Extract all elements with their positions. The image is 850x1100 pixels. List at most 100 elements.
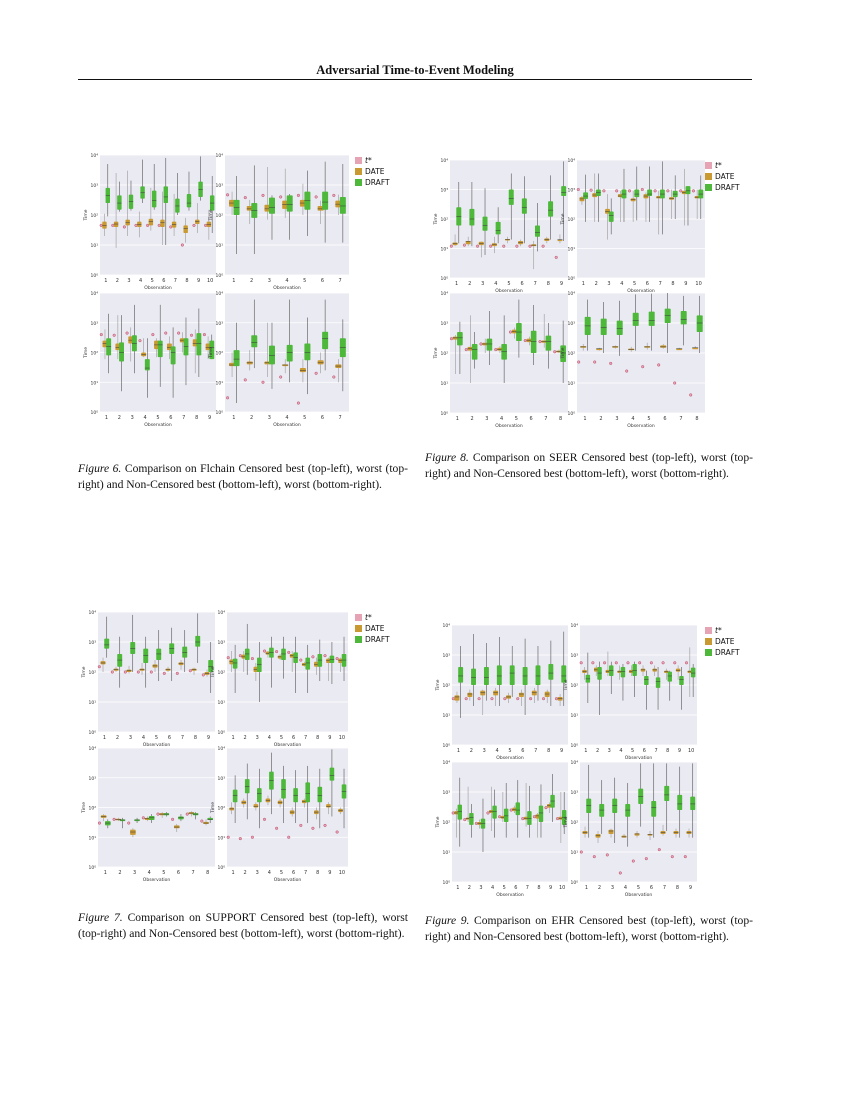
draft-box [597,661,602,715]
draft-iqr [548,201,554,217]
x-tick-label: 3 [268,415,271,421]
caption-text: Comparison on SEER Censored best (top-le… [425,451,753,480]
draft-iqr [677,794,683,811]
draft-iqr [655,677,661,688]
date-box [191,667,197,675]
x-tick-label: 7 [526,885,529,891]
t-star-point [149,670,153,674]
t-star-point [151,333,155,337]
t-star-point [657,848,661,852]
t-star-point [226,656,230,660]
x-tick-label: 4 [500,416,503,422]
draft-iqr [664,785,670,802]
observation-10 [204,175,215,240]
observation-8 [689,295,703,397]
panel-top-left: 10⁰ 10¹ 10² 10³ 10⁴ Time Observation 1 2 3 4 5 6 7 8 9 [433,158,568,294]
date-box [692,346,699,350]
legend-label: t* [365,613,372,622]
draft-box [560,320,566,383]
observation-2 [592,780,605,859]
date-box [612,345,619,349]
y-tick-label: 10¹ [442,713,450,719]
y-tick-label: 10³ [88,640,96,646]
draft-iqr [561,186,567,197]
y-tick-label: 10⁰ [215,410,223,416]
draft-box [471,332,478,369]
observation-7 [169,173,180,236]
y-tick-label: 10⁴ [88,746,96,752]
observation-7 [521,782,532,838]
y-tick-label: 10² [88,670,96,676]
t-star-point [188,669,192,673]
t-star-point [261,380,265,384]
y-axis-label: Time [83,209,89,221]
t-star-point [175,671,179,675]
observation-5 [626,661,637,697]
draft-iqr [198,181,203,197]
observation-5 [498,782,509,838]
observation-1 [226,322,240,404]
x-tick-label: 4 [496,748,499,754]
y-tick-label: 10⁴ [570,760,578,766]
draft-box [620,664,626,701]
draft-box [548,640,554,706]
t-star-point [275,826,279,830]
observation-4 [138,338,150,398]
draft-box [677,766,683,838]
date-box [660,343,667,349]
observation-7 [657,763,670,852]
draft-box [233,322,240,404]
x-axis-label: Observation [627,423,655,429]
t-star-point [653,189,657,193]
legend-swatch [705,627,712,634]
x-tick-label: 8 [547,281,550,287]
x-tick-label: 6 [646,281,649,287]
x-tick-label: 4 [491,885,494,891]
date-box [326,802,331,815]
panel-top-left: 10⁰ 10¹ 10² 10³ 10⁴ Time Observation 1 2 3 4 5 6 7 8 9 1… [83,153,216,291]
x-tick-label: 2 [116,735,119,741]
x-tick-label: 7 [654,748,657,754]
x-tick-label: 9 [328,735,331,741]
draft-box [651,763,657,838]
draft-iqr [600,318,607,335]
x-tick-label: 4 [139,278,142,284]
t-star-point [451,811,455,815]
x-tick-label: 8 [195,415,198,421]
legend-label: DRAFT [365,178,390,187]
draft-iqr [620,666,626,678]
observation-3 [474,798,486,852]
draft-box [329,749,335,817]
t-star-point [689,393,693,397]
t-star-point [486,811,490,815]
x-tick-label: 10 [339,735,345,741]
t-star-point [111,223,115,227]
t-star-point [238,654,242,658]
y-axis-label: Time [208,209,214,221]
draft-iqr [521,198,527,214]
draft-box [527,785,532,838]
observation-8 [311,639,323,682]
x-tick-label: 8 [194,735,197,741]
figure-7-caption: Figure 7. Comparison on SUPPORT Censored… [78,910,408,941]
x-tick-label: 5 [151,278,154,284]
draft-iqr [647,189,653,197]
observation-10 [335,636,347,682]
draft-box [157,304,163,387]
legend-swatch [705,638,712,645]
date-iqr [634,833,640,836]
observation-5 [502,173,514,248]
observation-3 [123,614,136,674]
draft-box [151,164,157,210]
x-tick-label: 6 [514,885,517,891]
x-tick-label: 8 [185,278,188,284]
date-box [669,189,674,219]
t-star-point [614,661,618,665]
draft-box [192,812,199,820]
y-tick-label: 10² [215,213,223,219]
date-box [656,190,662,235]
date-iqr [491,243,497,247]
draft-iqr [583,192,589,199]
caption-label: Figure 8. [425,451,469,464]
x-tick-label: 7 [182,415,185,421]
